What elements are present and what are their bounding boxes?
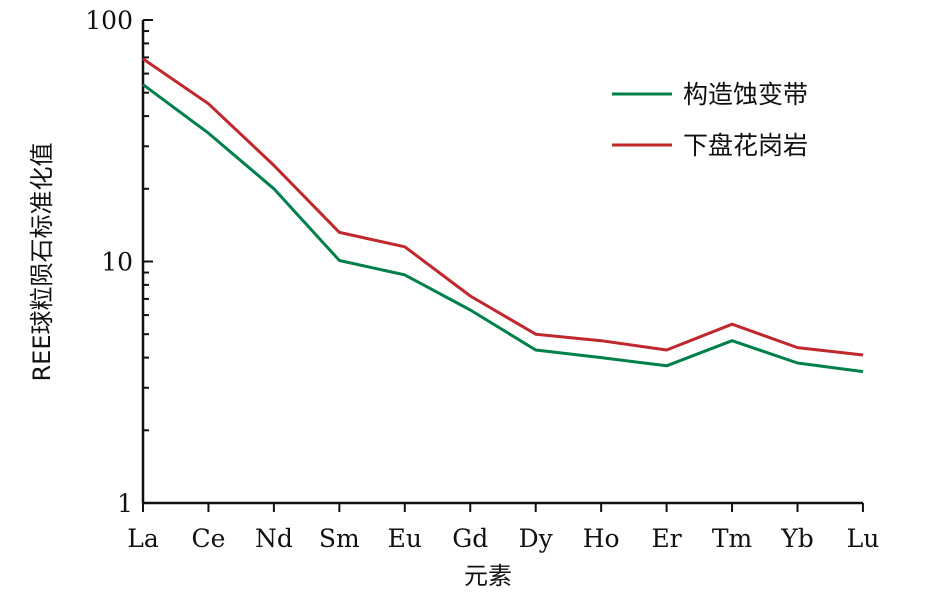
x-tick-label: La (127, 524, 159, 553)
x-tick-labels: La Ce Nd Sm Eu Gd Dy Ho Er Tm Yb Lu (127, 524, 879, 553)
legend-label-2: 下盘花岗岩 (683, 131, 808, 160)
x-tick-label: Lu (847, 524, 880, 553)
x-tick-label: Ho (583, 524, 620, 553)
x-tick-label: Tm (712, 524, 753, 553)
series-line-1 (142, 83, 864, 374)
series-line-2 (142, 57, 864, 357)
x-tick-label: Ce (191, 524, 225, 553)
x-tick-label: Gd (452, 524, 488, 553)
y-tick-labels: 1 10 100 (85, 6, 133, 518)
y-tick-label: 100 (85, 6, 133, 35)
y-axis-title: REE球粒陨石标准化值 (28, 142, 56, 381)
x-ticks (142, 503, 864, 512)
y-tick-label: 1 (117, 489, 133, 518)
x-tick-label: Er (651, 524, 681, 553)
legend-label-1: 构造蚀变带 (683, 80, 808, 109)
x-tick-label: Eu (388, 524, 422, 553)
x-tick-label: Yb (780, 524, 814, 553)
series-lines (142, 57, 864, 374)
x-axis-title: 元素 (464, 562, 512, 590)
y-ticks (143, 19, 153, 504)
x-tick-label: Sm (319, 524, 360, 553)
x-tick-label: Dy (519, 524, 554, 553)
y-tick-label: 10 (101, 248, 133, 277)
x-tick-label: Nd (255, 524, 293, 553)
